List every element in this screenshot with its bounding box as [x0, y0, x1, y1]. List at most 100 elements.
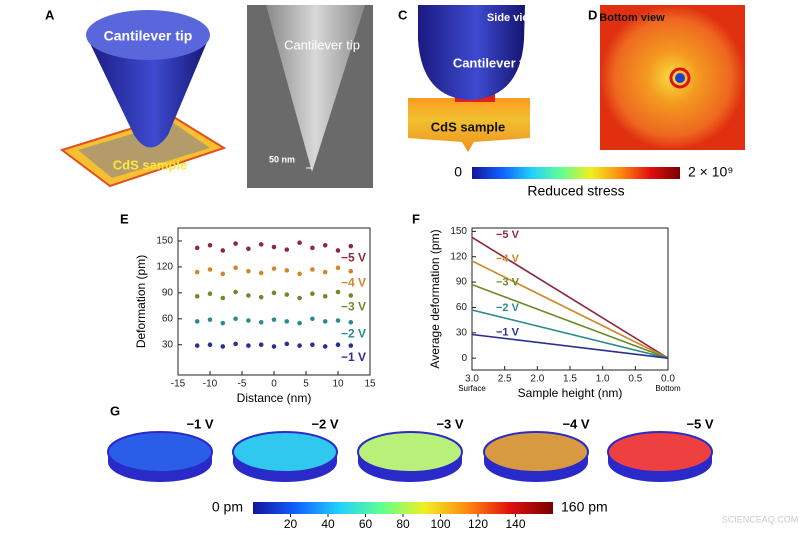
series-label: −3 V [341, 300, 366, 314]
colorbar-tick-label: 100 [430, 517, 450, 530]
series-label: −3 V [496, 277, 520, 289]
colorbar-tick-label: 0 pm [212, 499, 243, 515]
point [194, 244, 201, 251]
panel-letter: G [110, 403, 120, 418]
disk-top [232, 431, 338, 473]
point [219, 270, 226, 277]
point [283, 318, 290, 325]
colorbar-tick-label: 160 pm [561, 499, 608, 515]
y-tick-label: 60 [456, 302, 468, 313]
colorbar-label: Reduced stress [527, 183, 624, 199]
series-label: −2 V [341, 326, 366, 340]
label: Cantilever tip [284, 37, 360, 52]
point [207, 266, 213, 273]
label: CdS sample [431, 119, 505, 134]
disk-label: −2 V [311, 416, 338, 431]
label: Side view [487, 12, 538, 24]
sample-inner [78, 122, 210, 178]
panel-c: Side view Cantilever tip CdS sample [408, 5, 538, 152]
disk-top [107, 431, 213, 473]
tip-top [86, 10, 210, 60]
colorbar-tick-label: 60 [359, 517, 373, 530]
sem-tip [266, 5, 365, 172]
point [296, 320, 303, 327]
x-tick-label: 15 [364, 379, 376, 390]
x-tick-label: 1.5 [563, 374, 577, 385]
x-tick-label: 0 [271, 379, 277, 390]
point [258, 294, 265, 301]
point [335, 317, 341, 324]
y-tick-label: 150 [156, 236, 173, 247]
x-tick-label: -5 [238, 379, 247, 390]
point [258, 319, 265, 326]
point [271, 265, 277, 272]
colorbar [253, 502, 553, 514]
series-label: −4 V [341, 275, 366, 289]
x-axis-label: Distance (nm) [237, 391, 312, 405]
line [471, 309, 669, 359]
y-axis-label: Average deformation (pm) [428, 229, 442, 368]
point [322, 318, 329, 325]
series-label: −5 V [496, 229, 520, 241]
watermark: SCIENCEAQ.COM [722, 514, 799, 524]
series-label: −1 V [341, 350, 366, 364]
label: Cantilever tip [104, 28, 193, 44]
point [232, 240, 239, 247]
disk-top [357, 431, 463, 473]
point [271, 343, 277, 350]
point [271, 316, 277, 323]
point [283, 246, 290, 253]
annotation: Bottom [655, 384, 681, 393]
panel-letter: F [412, 211, 420, 226]
point [347, 292, 354, 299]
point [335, 264, 341, 271]
point [219, 247, 226, 254]
series-label: −4 V [496, 253, 520, 265]
point [335, 289, 341, 295]
panel-b: Cantilever tip 50 nm [247, 5, 373, 188]
x-axis-label: Sample height (nm) [518, 386, 623, 400]
point [245, 268, 252, 275]
panel-a: Cantilever tip CdS sample [59, 10, 227, 188]
y-tick-label: 30 [456, 327, 468, 338]
panel-letter: C [398, 7, 408, 22]
disk-top [607, 431, 713, 473]
point [258, 341, 265, 348]
y-tick-label: 90 [162, 287, 174, 298]
line [471, 283, 669, 359]
x-tick-label: 5 [303, 379, 309, 390]
point [232, 315, 239, 322]
colorbar-tick-label: 80 [396, 517, 410, 530]
line [471, 333, 669, 359]
point [322, 269, 329, 275]
y-tick-label: 150 [450, 226, 467, 237]
point [309, 290, 316, 297]
disk-label: −3 V [436, 416, 463, 431]
colorbar [472, 167, 680, 179]
label: 50 nm [269, 154, 295, 164]
y-tick-label: 120 [156, 262, 173, 273]
point [309, 244, 316, 251]
point [232, 264, 239, 271]
y-tick-label: 0 [461, 353, 467, 364]
y-axis-label: Deformation (pm) [134, 255, 148, 348]
label: Cantilever tip [453, 55, 535, 70]
label: CdS sample [113, 157, 187, 172]
point [283, 340, 290, 347]
panel-letter: A [45, 7, 55, 22]
point [335, 341, 341, 348]
point [194, 293, 201, 300]
annotation: Surface [458, 384, 486, 393]
x-tick-label: 0.5 [628, 374, 642, 385]
point [219, 343, 226, 350]
x-tick-label: 2.5 [498, 374, 512, 385]
point [232, 289, 239, 295]
y-tick-label: 120 [450, 251, 467, 262]
point [207, 316, 213, 323]
colorbar-tick-label: 40 [321, 517, 335, 530]
point [258, 270, 265, 276]
y-tick-label: 90 [456, 277, 468, 288]
point [347, 243, 354, 250]
point [271, 289, 277, 296]
